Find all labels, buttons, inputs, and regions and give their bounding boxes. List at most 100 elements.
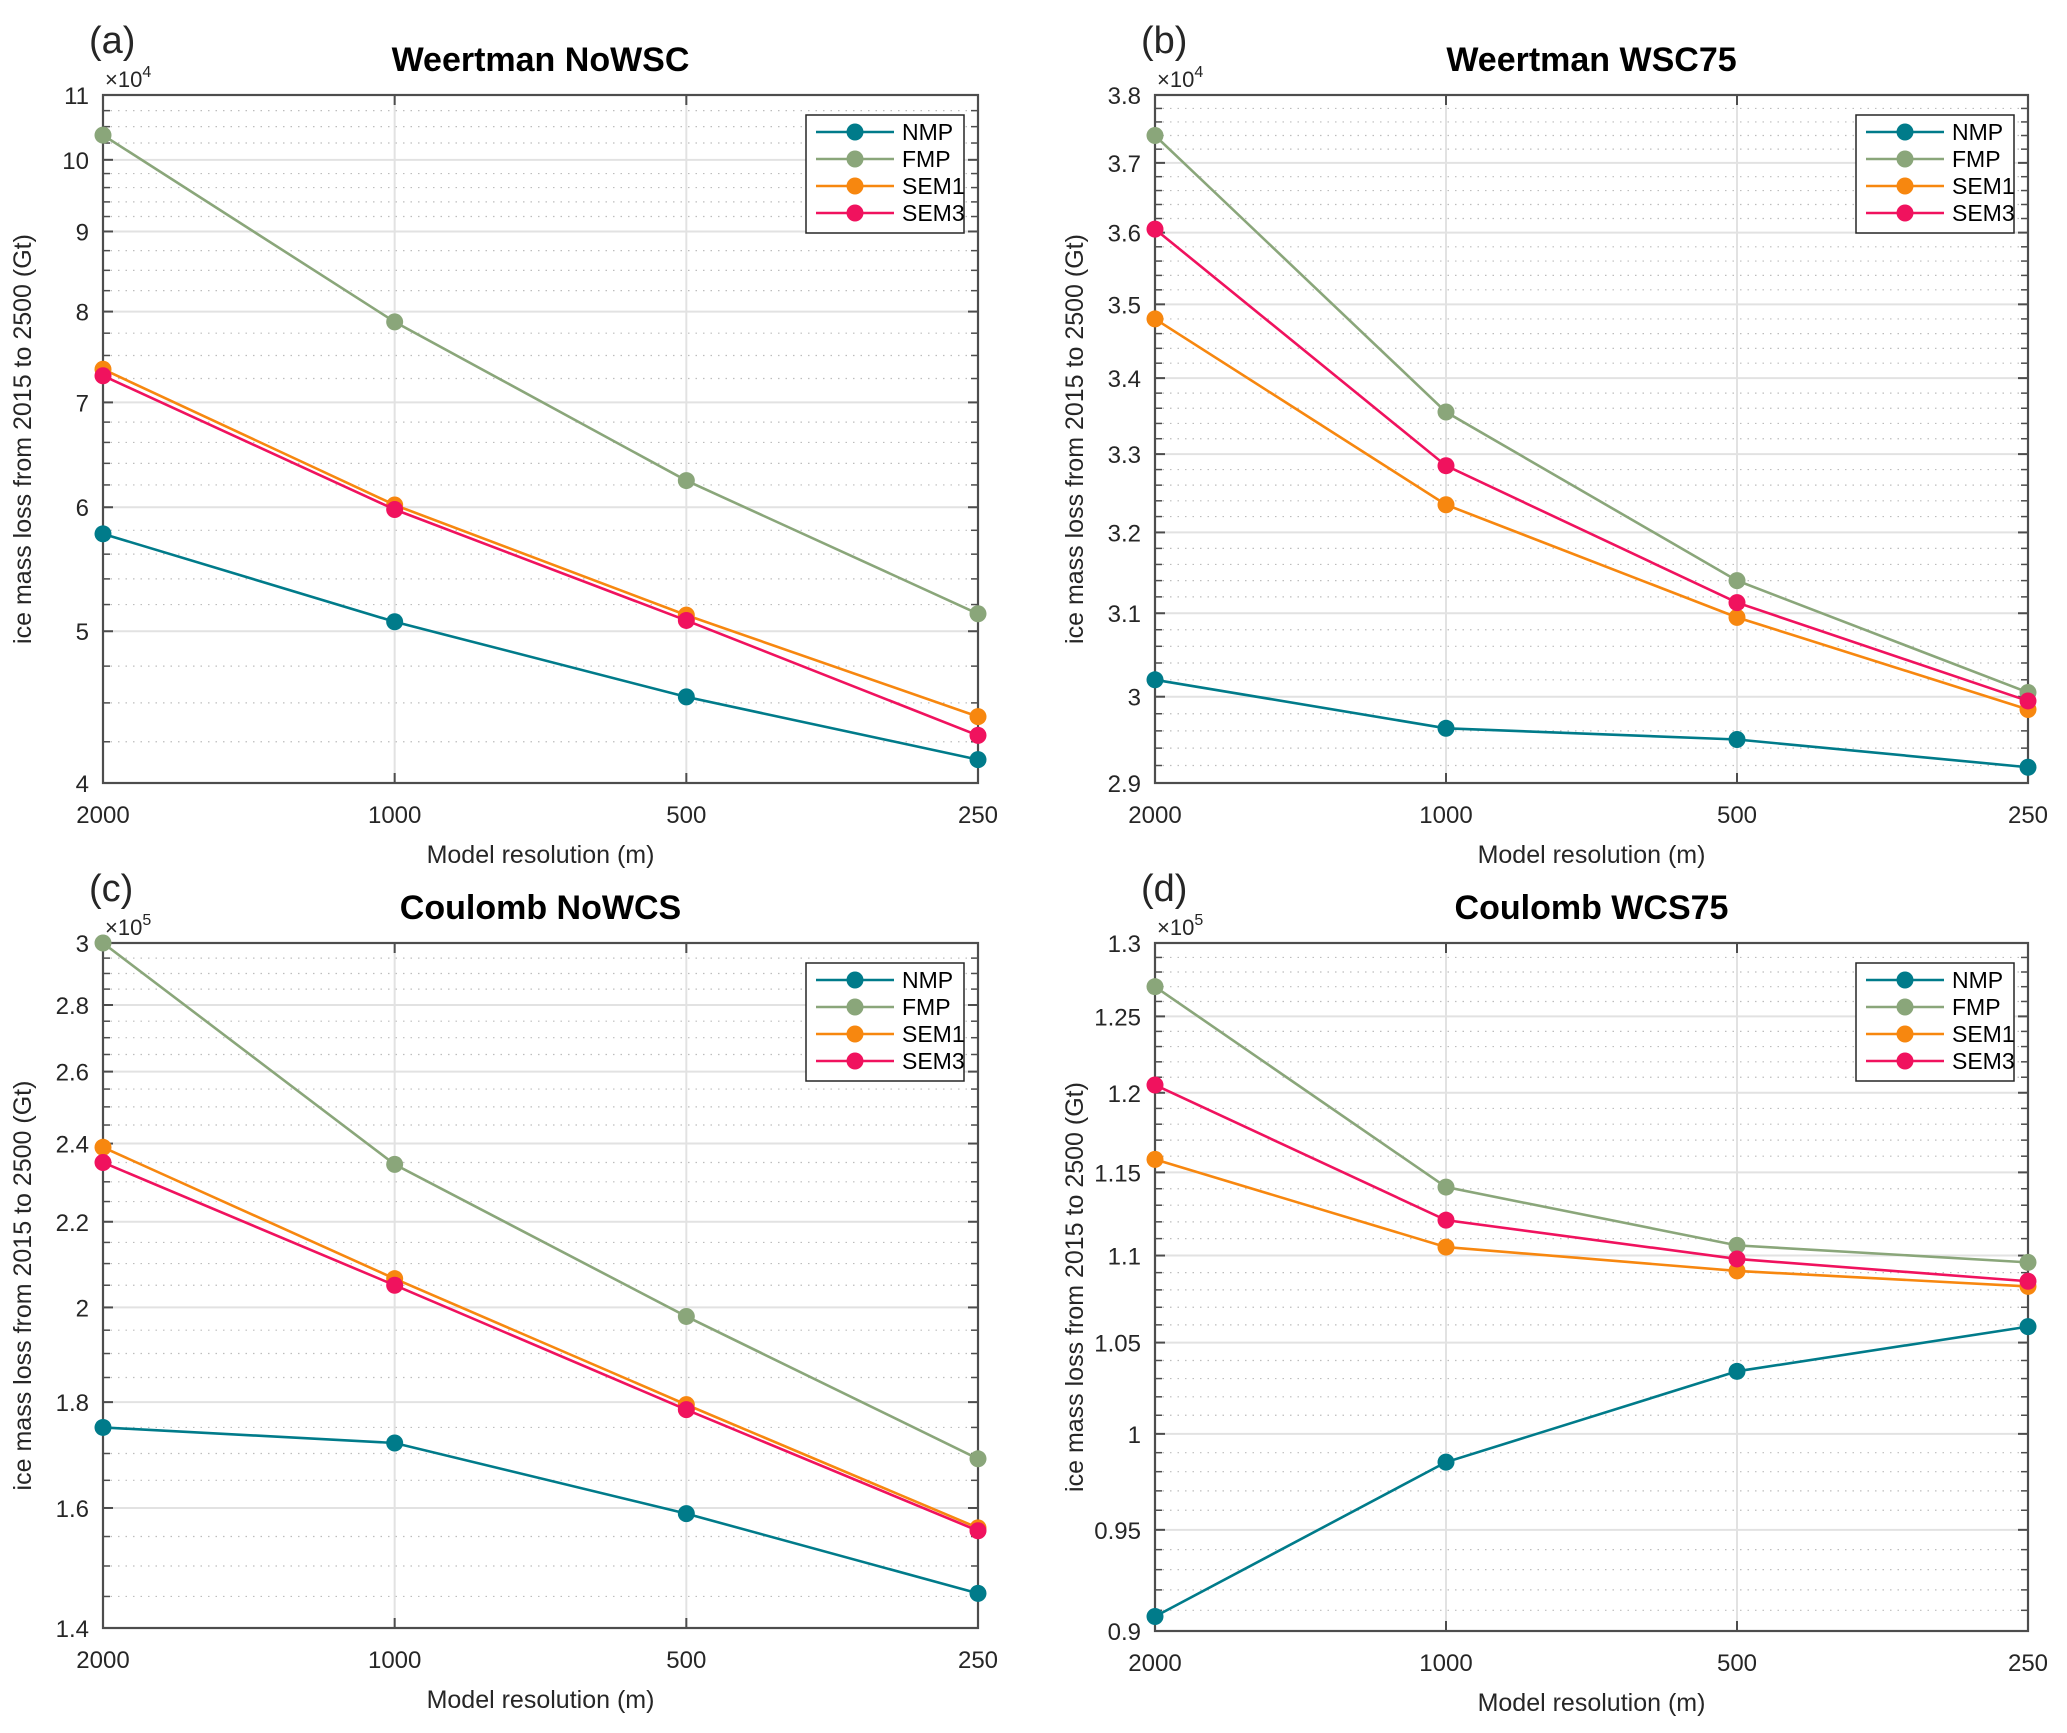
legend-label: SEM1 <box>902 173 965 199</box>
series-sem1 <box>1146 310 2037 718</box>
axes-box <box>101 941 980 1630</box>
y-exponent-label: ×104 <box>1157 64 1203 92</box>
legend-marker <box>1896 123 1914 141</box>
data-point-sem3 <box>94 367 112 385</box>
data-point-nmp <box>2019 1318 2037 1336</box>
x-tick-label: 250 <box>2008 802 2048 829</box>
x-tick-label: 500 <box>1717 802 1757 829</box>
legend-label: SEM1 <box>902 1021 965 1047</box>
legend-item-sem3: SEM3 <box>816 1048 965 1074</box>
data-point-sem3 <box>1728 1250 1746 1268</box>
axes-box <box>1153 93 2030 785</box>
data-point-sem1 <box>1437 1238 1455 1256</box>
legend-marker <box>1896 177 1914 195</box>
legend-marker <box>1896 150 1914 168</box>
series-line-sem1 <box>1154 1158 2029 1288</box>
data-point-nmp <box>1437 719 1455 737</box>
y-tick-label: 3.6 <box>1108 221 1141 248</box>
data-point-nmp <box>1728 1362 1746 1380</box>
series-line-sem3 <box>102 374 979 737</box>
series-nmp <box>1146 671 2037 776</box>
series-nmp <box>94 525 987 769</box>
legend-marker <box>1896 971 1914 989</box>
series-nmp <box>1146 1318 2037 1626</box>
data-point-fmp <box>386 1155 404 1173</box>
legend-item-sem3: SEM3 <box>1866 200 2015 226</box>
x-tick-label: 250 <box>958 802 998 829</box>
legend-marker <box>846 1052 864 1070</box>
y-tick-label: 6 <box>76 495 89 522</box>
series-fmp <box>94 934 987 1468</box>
legend-label: SEM3 <box>1952 1048 2015 1074</box>
data-point-sem3 <box>1146 220 1164 238</box>
data-point-fmp <box>1146 127 1164 145</box>
y-tick-label: 10 <box>62 148 89 175</box>
y-tick-label: 1.8 <box>56 1390 89 1417</box>
minor-grid <box>103 957 978 1598</box>
legend-marker <box>1896 1052 1914 1070</box>
data-point-sem3 <box>94 1153 112 1171</box>
data-point-sem3 <box>386 1276 404 1294</box>
y-tick-label: 1.6 <box>56 1496 89 1523</box>
data-point-nmp <box>94 1418 112 1436</box>
y-axis-label: ice mass loss from 2015 to 2500 (Gt) <box>9 1081 37 1491</box>
series-fmp <box>1146 978 2037 1271</box>
y-tick-label: 3.8 <box>1108 83 1141 110</box>
series-line-sem1 <box>102 1146 979 1530</box>
data-point-nmp <box>677 1505 695 1523</box>
y-exponent: 5 <box>142 912 151 929</box>
data-point-fmp <box>969 605 987 623</box>
series-nmp <box>94 1418 987 1602</box>
x-tick-label: 2000 <box>1128 802 1181 829</box>
data-point-sem1 <box>969 708 987 726</box>
legend-label: SEM3 <box>1952 200 2015 226</box>
series-sem3 <box>94 367 987 744</box>
y-tick-label: 1.1 <box>1108 1244 1141 1271</box>
legend-item-sem3: SEM3 <box>816 200 965 226</box>
y-exponent: 5 <box>1194 912 1203 929</box>
x-tick-label: 250 <box>958 1647 998 1674</box>
minor-grid <box>103 109 978 743</box>
x-tick-label: 1000 <box>368 1647 421 1674</box>
data-point-fmp <box>2019 1253 2037 1271</box>
y-tick-label: 3.2 <box>1108 520 1141 547</box>
y-tick-label: 3.4 <box>1108 366 1141 393</box>
series-line-nmp <box>102 1426 979 1595</box>
series-line-fmp <box>102 134 979 615</box>
panel-label: (d) <box>1141 868 1187 910</box>
series-line-sem1 <box>1154 317 2029 711</box>
legend-item-sem1: SEM1 <box>816 1021 965 1047</box>
x-tick-label: 500 <box>1717 1650 1757 1677</box>
legend-label: SEM1 <box>1952 1021 2015 1047</box>
data-point-sem3 <box>1437 1211 1455 1229</box>
x-axis-label: Model resolution (m) <box>1478 841 1706 869</box>
data-point-sem1 <box>1437 496 1455 514</box>
legend-label: NMP <box>902 119 953 145</box>
data-point-fmp <box>94 126 112 144</box>
y-tick-label: 2.4 <box>56 1132 89 1159</box>
data-point-fmp <box>1437 1178 1455 1196</box>
data-point-nmp <box>2019 758 2037 776</box>
y-exponent-label: ×105 <box>1157 912 1203 940</box>
panel-label: (c) <box>89 868 133 910</box>
legend-item-nmp: NMP <box>1866 967 2003 993</box>
legend-label: NMP <box>902 967 953 993</box>
series-sem3 <box>94 1153 987 1540</box>
legend-item-sem1: SEM1 <box>816 173 965 199</box>
y-tick-label: 3 <box>76 931 89 958</box>
data-point-nmp <box>1146 1608 1164 1626</box>
legend-marker <box>846 971 864 989</box>
y-tick-label: 3.1 <box>1108 601 1141 628</box>
data-point-nmp <box>94 525 112 543</box>
series-line-nmp <box>1154 1325 2029 1618</box>
x-tick-label: 250 <box>2008 1650 2048 1677</box>
y-tick-label: 4 <box>76 771 89 798</box>
legend-label: FMP <box>902 146 951 172</box>
data-point-sem3 <box>386 501 404 519</box>
chart-panel-c: 1.4 1.6 1.8 2 2.2 2.4 2.6 2.8 3 2000 1000 500 250 NMP… <box>9 868 998 1714</box>
series-line-fmp <box>102 941 979 1460</box>
chart-title: Weertman WSC75 <box>1446 41 1736 79</box>
data-point-sem3 <box>677 611 695 629</box>
